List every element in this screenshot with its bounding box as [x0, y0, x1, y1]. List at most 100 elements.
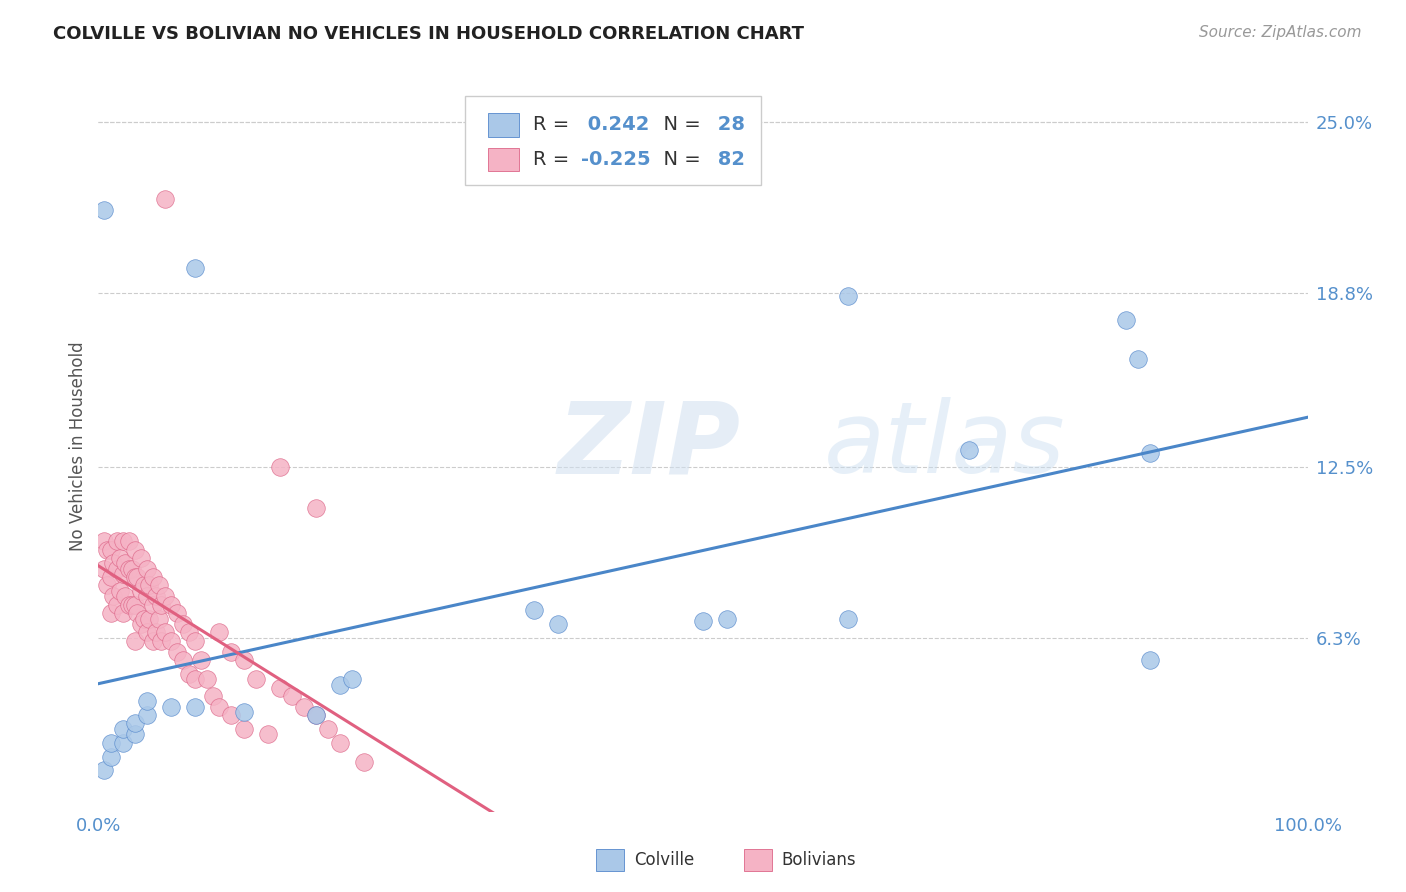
- Point: [329, 736, 352, 750]
- Point: [118, 562, 141, 576]
- Point: [837, 611, 859, 625]
- Point: [118, 534, 141, 549]
- Point: [124, 542, 146, 557]
- Point: [124, 633, 146, 648]
- Point: [100, 606, 122, 620]
- Point: [316, 722, 339, 736]
- Point: [124, 570, 146, 584]
- Point: [96, 578, 118, 592]
- Point: [111, 722, 134, 736]
- Text: Source: ZipAtlas.com: Source: ZipAtlas.com: [1198, 25, 1361, 40]
- Point: [135, 694, 157, 708]
- FancyBboxPatch shape: [488, 147, 519, 171]
- Point: [108, 550, 131, 565]
- Point: [105, 534, 128, 549]
- Point: [547, 617, 569, 632]
- Point: [292, 699, 315, 714]
- Point: [166, 645, 188, 659]
- Point: [150, 598, 173, 612]
- Text: Colville: Colville: [634, 851, 695, 869]
- Point: [134, 578, 156, 592]
- Point: [124, 716, 146, 731]
- Point: [135, 625, 157, 640]
- Point: [118, 598, 141, 612]
- Point: [281, 689, 304, 703]
- Point: [716, 611, 738, 625]
- Text: R =: R =: [533, 115, 569, 135]
- FancyBboxPatch shape: [488, 113, 519, 136]
- Point: [105, 562, 128, 576]
- Point: [93, 202, 115, 217]
- Point: [121, 598, 143, 612]
- Point: [1139, 653, 1161, 667]
- Point: [129, 550, 152, 565]
- Point: [124, 598, 146, 612]
- Point: [138, 611, 160, 625]
- Point: [153, 590, 176, 604]
- Point: [179, 666, 201, 681]
- Point: [692, 614, 714, 628]
- Point: [153, 625, 176, 640]
- Point: [114, 557, 136, 571]
- Point: [342, 672, 364, 686]
- Point: [202, 689, 225, 703]
- Point: [172, 617, 194, 632]
- Point: [269, 459, 291, 474]
- Text: N =: N =: [651, 150, 700, 169]
- Point: [353, 755, 375, 769]
- Point: [127, 570, 149, 584]
- Point: [124, 727, 146, 741]
- Point: [153, 192, 176, 206]
- Point: [184, 672, 207, 686]
- Point: [221, 708, 243, 723]
- Point: [148, 611, 170, 625]
- Point: [93, 562, 115, 576]
- Point: [305, 708, 328, 723]
- Point: [190, 653, 212, 667]
- Point: [160, 598, 183, 612]
- Point: [111, 534, 134, 549]
- Point: [111, 606, 134, 620]
- Point: [129, 583, 152, 598]
- Point: [145, 590, 167, 604]
- Point: [111, 736, 134, 750]
- Point: [245, 672, 267, 686]
- Point: [172, 653, 194, 667]
- Point: [195, 672, 218, 686]
- Text: 82: 82: [711, 150, 745, 169]
- Point: [305, 708, 328, 723]
- Text: N =: N =: [651, 115, 700, 135]
- Point: [166, 606, 188, 620]
- Point: [1115, 313, 1137, 327]
- Point: [100, 542, 122, 557]
- Point: [100, 736, 122, 750]
- Point: [142, 570, 165, 584]
- Point: [957, 443, 980, 458]
- Point: [145, 625, 167, 640]
- Point: [135, 590, 157, 604]
- Point: [184, 633, 207, 648]
- Point: [111, 567, 134, 582]
- Point: [101, 590, 124, 604]
- Text: R =: R =: [533, 150, 569, 169]
- Text: atlas: atlas: [824, 398, 1066, 494]
- Point: [208, 625, 231, 640]
- Point: [108, 583, 131, 598]
- Point: [160, 633, 183, 648]
- Y-axis label: No Vehicles in Household: No Vehicles in Household: [69, 341, 87, 551]
- Point: [329, 678, 352, 692]
- Point: [96, 542, 118, 557]
- Point: [160, 699, 183, 714]
- Point: [101, 557, 124, 571]
- Text: Bolivians: Bolivians: [782, 851, 856, 869]
- Point: [93, 534, 115, 549]
- Point: [121, 562, 143, 576]
- Point: [179, 625, 201, 640]
- Point: [184, 260, 207, 275]
- Point: [134, 611, 156, 625]
- Point: [142, 633, 165, 648]
- Point: [135, 562, 157, 576]
- Point: [232, 706, 254, 720]
- Point: [232, 722, 254, 736]
- Text: -0.225: -0.225: [581, 150, 651, 169]
